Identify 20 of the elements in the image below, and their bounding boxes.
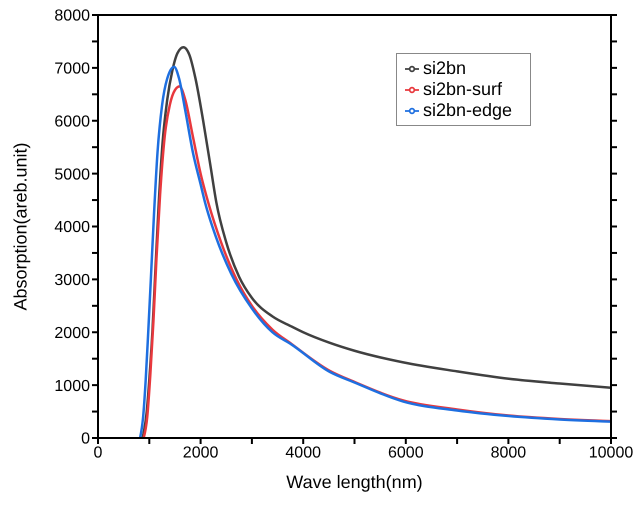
y-tick-label: 4000 <box>54 219 90 236</box>
y-tick-label: 5000 <box>54 166 90 184</box>
legend-label: si2bn-surf <box>423 79 502 99</box>
x-tick-label: 0 <box>94 444 103 462</box>
legend-label: si2bn <box>423 58 466 78</box>
x-axis-title: Wave length(nm) <box>286 472 423 492</box>
y-tick-label: 1000 <box>54 378 90 395</box>
x-tick-label: 8000 <box>490 444 526 462</box>
y-tick-label: 3000 <box>54 272 90 290</box>
x-tick-label: 4000 <box>285 444 322 462</box>
y-tick-label: 8000 <box>54 8 90 25</box>
y-tick-label: 0 <box>81 430 90 448</box>
y-tick-label: 7000 <box>54 60 90 78</box>
x-tick-label: 10000 <box>588 444 634 462</box>
y-axis-title: Absorption(areb.unit) <box>10 142 30 311</box>
y-tick-label: 6000 <box>54 113 90 130</box>
y-tick-label: 2000 <box>54 324 90 342</box>
x-tick-label: 2000 <box>182 444 218 462</box>
x-tick-label: 6000 <box>388 444 424 462</box>
legend-label: si2bn-edge <box>423 100 512 120</box>
